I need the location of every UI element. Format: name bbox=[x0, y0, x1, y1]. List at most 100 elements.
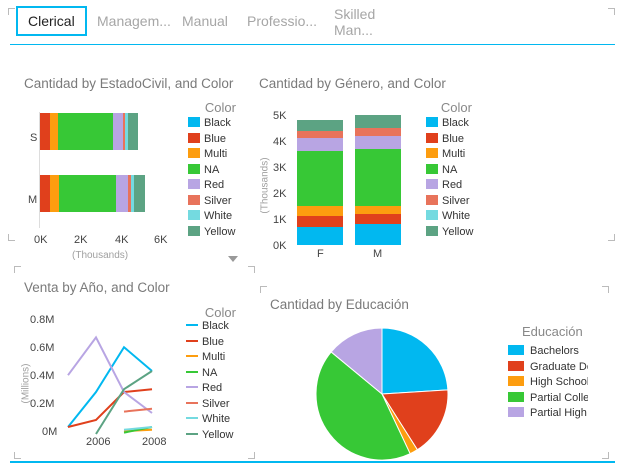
pie-slice[interactable] bbox=[381, 327, 449, 395]
bar-segment[interactable] bbox=[355, 213, 401, 225]
bar-segment[interactable] bbox=[355, 224, 401, 245]
legend-item[interactable]: Bachelors bbox=[508, 345, 588, 361]
axis-line bbox=[39, 112, 40, 228]
series-line-yellow[interactable] bbox=[95, 370, 153, 435]
legend-item-red[interactable]: Red bbox=[188, 179, 250, 195]
bar-segment[interactable] bbox=[355, 206, 401, 214]
corner-mark bbox=[248, 266, 255, 273]
bar-segment[interactable] bbox=[58, 175, 117, 212]
bar-segment[interactable] bbox=[297, 138, 343, 152]
legend-item-yellow[interactable]: Yellow bbox=[426, 225, 488, 242]
bar-segment[interactable] bbox=[297, 130, 343, 139]
legend-item-black[interactable]: Black bbox=[426, 117, 488, 133]
corner-mark bbox=[8, 234, 15, 241]
visual-estadocivil[interactable]: S M 0K 2K 4K 6K (Thousands) bbox=[24, 100, 256, 265]
series-line-blue[interactable] bbox=[67, 388, 153, 428]
visual-educacion[interactable] bbox=[300, 312, 460, 462]
bar-segment[interactable] bbox=[297, 206, 343, 217]
tab-professional[interactable]: Professio... bbox=[247, 13, 318, 29]
bar-segment[interactable] bbox=[112, 113, 123, 150]
legend-items: Black Blue Multi NA Red Silver White Yellow bbox=[186, 320, 248, 444]
bar-segment[interactable] bbox=[133, 175, 145, 212]
bar-segment[interactable] bbox=[297, 151, 343, 206]
legend-item[interactable]: High School bbox=[508, 376, 588, 392]
legend-item-black[interactable]: Black bbox=[186, 320, 248, 336]
x-tick: 2K bbox=[74, 234, 88, 246]
legend-item-na[interactable]: NA bbox=[188, 163, 250, 180]
bar-segment[interactable] bbox=[40, 175, 50, 212]
legend-swatch bbox=[188, 117, 200, 127]
corner-mark bbox=[248, 452, 255, 459]
bar-segment[interactable] bbox=[297, 120, 343, 131]
pie-slice[interactable] bbox=[381, 389, 449, 451]
legend-items: Black Blue Multi NA Red Silver White Yellow bbox=[426, 117, 488, 241]
bar-segment[interactable] bbox=[131, 175, 134, 212]
bar-segment[interactable] bbox=[355, 148, 401, 206]
legend-educacion: Educación Bachelors Graduate De High Schoo… bbox=[508, 324, 592, 423]
legend-item-yellow[interactable]: Yellow bbox=[188, 225, 250, 242]
legend-item-white[interactable]: White bbox=[188, 210, 250, 226]
bar-segment[interactable] bbox=[50, 175, 59, 212]
tab-underline bbox=[10, 44, 615, 45]
legend-item-blue[interactable]: Blue bbox=[186, 336, 248, 352]
pie-slice[interactable] bbox=[315, 351, 411, 461]
y-tick: 3K bbox=[273, 162, 287, 174]
tab-clerical[interactable]: Clerical bbox=[16, 6, 87, 36]
legend-item-yellow[interactable]: Yellow bbox=[186, 429, 248, 445]
y-tick: 0.6M bbox=[30, 342, 55, 354]
series-line-white[interactable] bbox=[123, 426, 153, 431]
legend-title: Color bbox=[204, 305, 236, 320]
bar-segment[interactable] bbox=[116, 175, 128, 212]
filter-icon[interactable] bbox=[228, 256, 238, 262]
legend-item-white[interactable]: White bbox=[186, 413, 248, 429]
legend-item-red[interactable]: Red bbox=[186, 382, 248, 398]
legend-item-silver[interactable]: Silver bbox=[186, 398, 248, 414]
legend-item-na[interactable]: NA bbox=[186, 367, 248, 383]
legend-item-black[interactable]: Black bbox=[188, 117, 250, 133]
legend-label: Red bbox=[204, 179, 225, 191]
legend-item[interactable]: Partial High S bbox=[508, 407, 588, 423]
legend-item-blue[interactable]: Blue bbox=[188, 132, 250, 149]
legend-item-silver[interactable]: Silver bbox=[426, 194, 488, 211]
legend-label: White bbox=[202, 413, 231, 425]
bar-segment[interactable] bbox=[125, 113, 128, 150]
tab-skilled-line1: Skilled bbox=[334, 6, 376, 22]
legend-item-red[interactable]: Red bbox=[426, 179, 488, 195]
bar-segment[interactable] bbox=[57, 113, 113, 150]
legend-item-multi[interactable]: Multi bbox=[426, 148, 488, 164]
legend-item-silver[interactable]: Silver bbox=[188, 194, 250, 211]
tab-manual[interactable]: Manual bbox=[182, 13, 228, 29]
series-line-silver[interactable] bbox=[123, 407, 153, 413]
legend-item-na[interactable]: NA bbox=[426, 163, 488, 180]
legend-label: Black bbox=[204, 117, 231, 129]
legend-swatch bbox=[508, 376, 524, 386]
legend-item[interactable]: Graduate De bbox=[508, 360, 588, 377]
visual-genero[interactable]: 5K 4K 3K 2K 1K 0K (Thousands) F M bbox=[259, 100, 419, 265]
bar-segment[interactable] bbox=[122, 113, 125, 150]
bar-segment[interactable] bbox=[297, 226, 343, 245]
legend-item-blue[interactable]: Blue bbox=[426, 132, 488, 149]
series-line-red[interactable] bbox=[67, 335, 153, 414]
legend-item[interactable]: Partial Colleg bbox=[508, 391, 588, 408]
bar-segment[interactable] bbox=[40, 113, 50, 150]
legend-label: Silver bbox=[202, 397, 230, 410]
legend-item-white[interactable]: White bbox=[426, 210, 488, 226]
tab-skilled-manual[interactable]: Skilled Man... bbox=[334, 6, 375, 38]
legend-item-multi[interactable]: Multi bbox=[188, 148, 250, 164]
tab-management[interactable]: Managem... bbox=[97, 13, 171, 29]
legend-label: Blue bbox=[202, 335, 225, 348]
pie-slice[interactable] bbox=[330, 327, 383, 396]
bar-segment[interactable] bbox=[355, 135, 401, 149]
bar-segment[interactable] bbox=[355, 115, 401, 128]
corner-mark bbox=[608, 234, 615, 241]
bar-segment[interactable] bbox=[127, 175, 132, 212]
bar-segment[interactable] bbox=[355, 128, 401, 136]
bar-segment[interactable] bbox=[50, 113, 58, 150]
bar-segment[interactable] bbox=[127, 113, 138, 150]
bar-segment[interactable] bbox=[297, 216, 343, 227]
legend-label: Black bbox=[442, 117, 469, 129]
legend-item-multi[interactable]: Multi bbox=[186, 351, 248, 367]
series-line-black[interactable] bbox=[67, 345, 153, 428]
visual-venta[interactable]: 0.8M 0.6M 0.4M 0.2M 0M (Millions) 2006 2… bbox=[20, 300, 190, 455]
y-tick: 0K bbox=[273, 240, 287, 252]
